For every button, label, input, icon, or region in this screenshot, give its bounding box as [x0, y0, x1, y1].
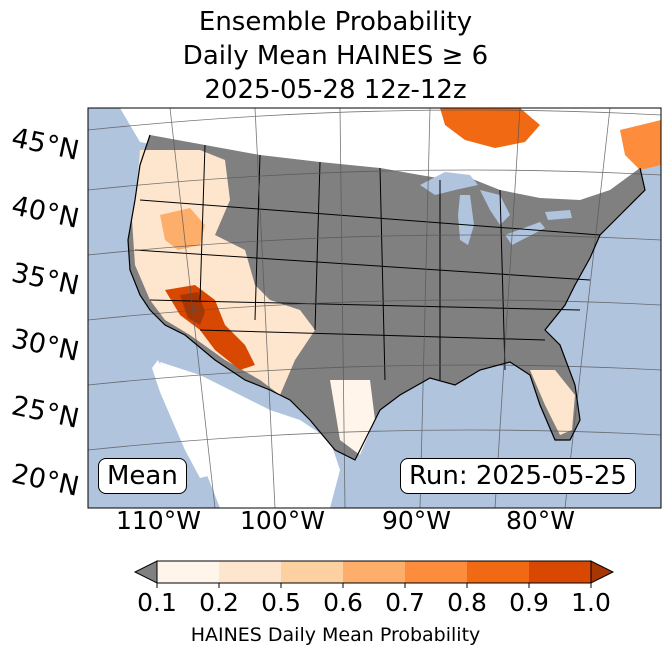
title-line-2: Daily Mean HAINES ≥ 6 — [182, 41, 489, 71]
lon-label-80w: 80°W — [506, 506, 576, 535]
cb-tick-5: 0.8 — [447, 588, 487, 617]
coastline — [127, 134, 646, 461]
colorbar-under-triangle — [133, 560, 158, 584]
cb-tick-4: 0.7 — [385, 588, 425, 617]
cb-tick-0: 0.1 — [137, 588, 177, 617]
colorbar-frame — [156, 560, 592, 584]
colorbar-segment-6 — [529, 561, 591, 583]
state-borders — [134, 144, 601, 381]
lon-label-110w: 110°W — [116, 506, 201, 535]
conus-nodata — [128, 135, 645, 460]
lake-ontario — [545, 210, 572, 220]
colorbar-segment-1 — [219, 561, 281, 583]
colorbar-segment-3 — [343, 561, 405, 583]
lake-superior — [420, 172, 478, 195]
colorbar-segment-5 — [467, 561, 529, 583]
colorbar — [133, 560, 615, 588]
map-frame — [87, 107, 662, 509]
mexico-land — [160, 362, 340, 508]
lon-label-100w: 100°W — [240, 506, 325, 535]
title-line-3: 2025-05-28 12z-12z — [204, 75, 467, 105]
cb-tick-2: 0.5 — [261, 588, 301, 617]
title-line-1: Ensemble Probability — [198, 7, 473, 37]
lake-erie — [505, 222, 545, 245]
north-canada-high — [440, 108, 540, 148]
cb-tick-7: 1.0 — [571, 588, 611, 617]
colorbar-over-triangle — [590, 560, 615, 584]
colorbar-segment-0 — [157, 561, 219, 583]
cb-tick-1: 0.2 — [199, 588, 239, 617]
run-box: Run: 2025-05-25 — [400, 458, 636, 494]
colorbar-segment-2 — [281, 561, 343, 583]
lon-label-90w: 90°W — [382, 506, 452, 535]
florida-low-prob — [530, 370, 575, 435]
cb-tick-3: 0.6 — [323, 588, 363, 617]
texas-south-low-prob — [330, 380, 375, 455]
west-mid-prob — [160, 208, 205, 250]
lake-huron — [480, 190, 510, 225]
lake-michigan — [458, 195, 474, 245]
colorbar-segment-4 — [405, 561, 467, 583]
mean-box: Mean — [98, 458, 187, 494]
cb-tick-6: 0.9 — [509, 588, 549, 617]
colorbar-label: HAINES Daily Mean Probability — [190, 624, 481, 646]
map-area — [88, 108, 661, 508]
graticule — [88, 108, 661, 508]
baja-land — [152, 360, 212, 478]
northeast-canada-high — [620, 120, 661, 170]
